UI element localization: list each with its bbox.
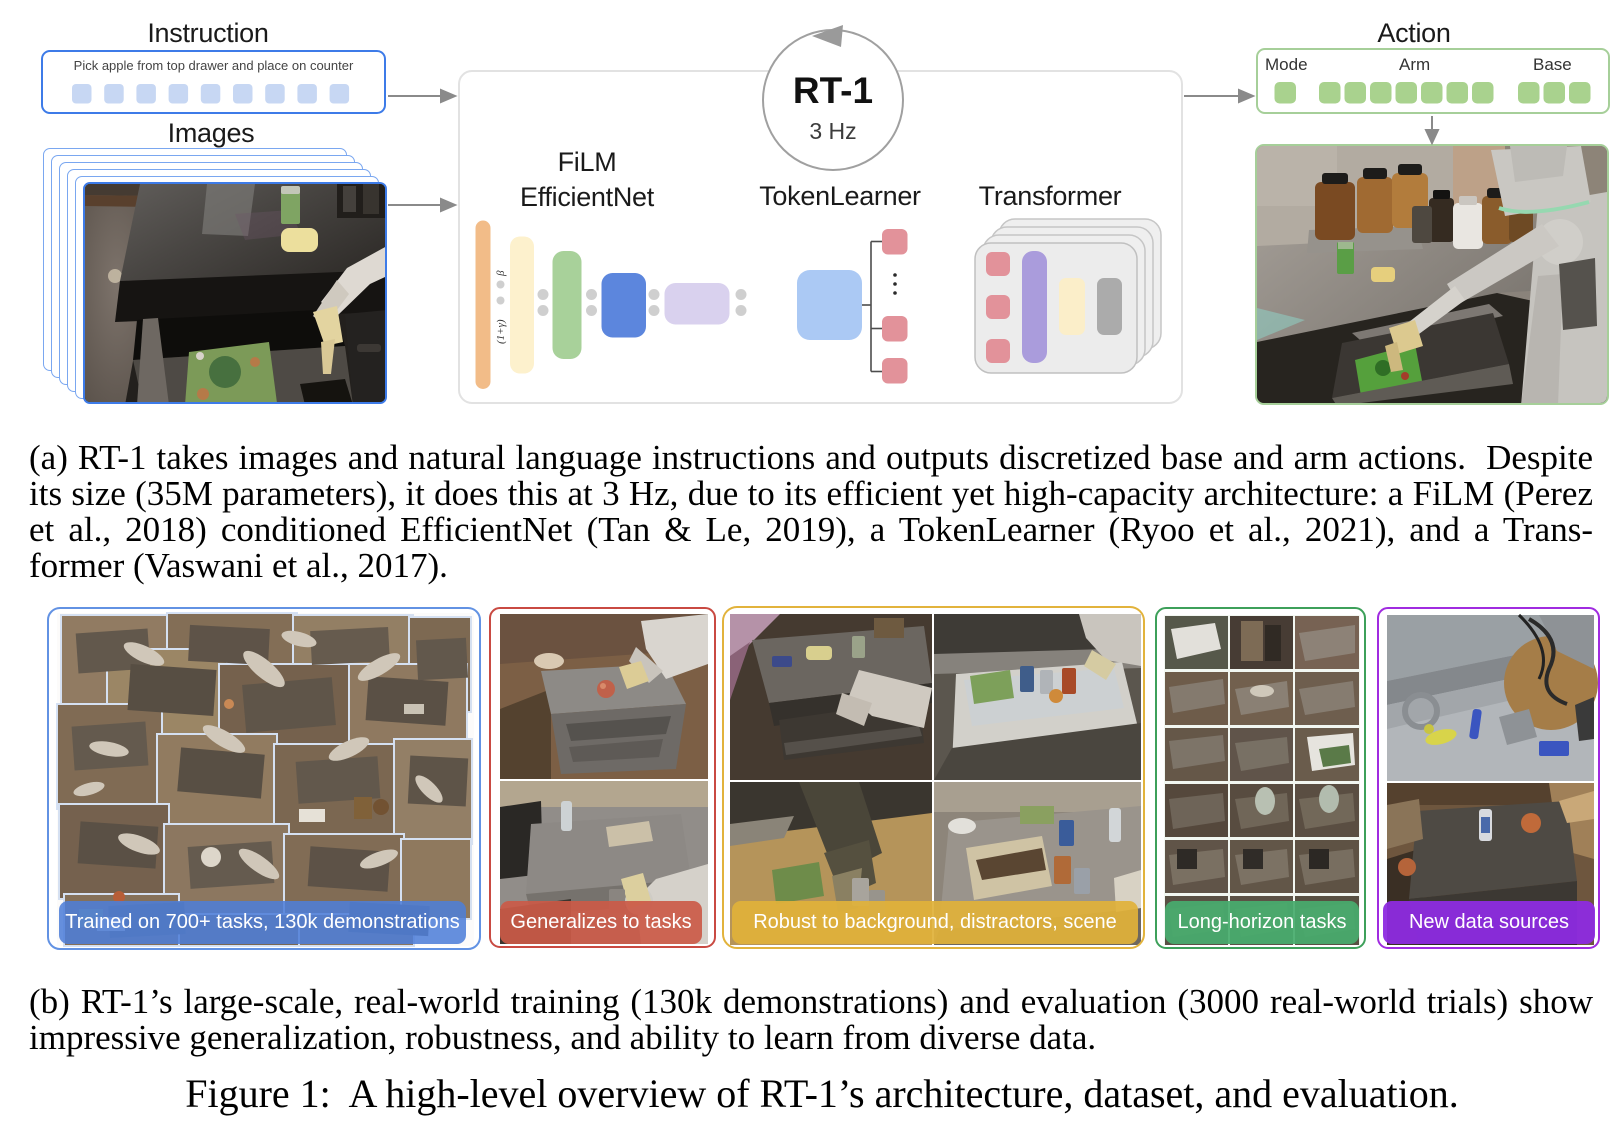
svg-text:3 Hz: 3 Hz [809,118,856,144]
svg-text:(1+γ): (1+γ) [495,319,507,344]
svg-text:β: β [495,270,507,277]
svg-text:RT-1: RT-1 [793,70,873,111]
